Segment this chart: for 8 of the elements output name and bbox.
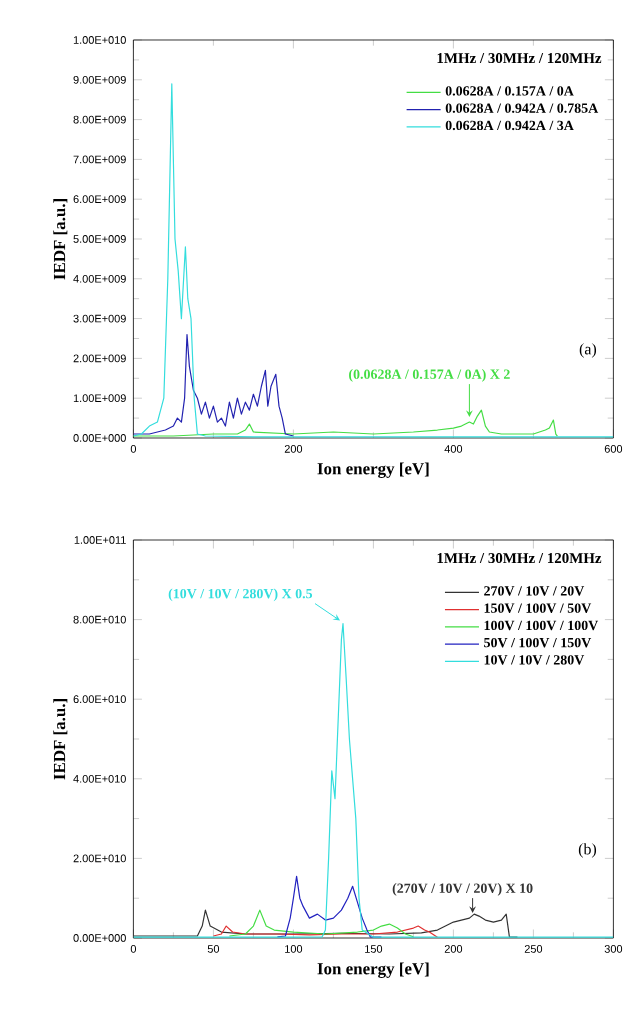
x-axis-title: Ion energy [eV] [317, 962, 429, 978]
line-series [228, 909, 415, 938]
line-series [276, 875, 383, 938]
x-axis-title: Ion energy [eV] [317, 462, 429, 478]
line-series [133, 333, 294, 437]
y-axis-title: IEDF [a.u.] [53, 699, 68, 780]
y-axis-title: IEDF [a.u.] [53, 199, 68, 280]
line-series [133, 409, 558, 437]
